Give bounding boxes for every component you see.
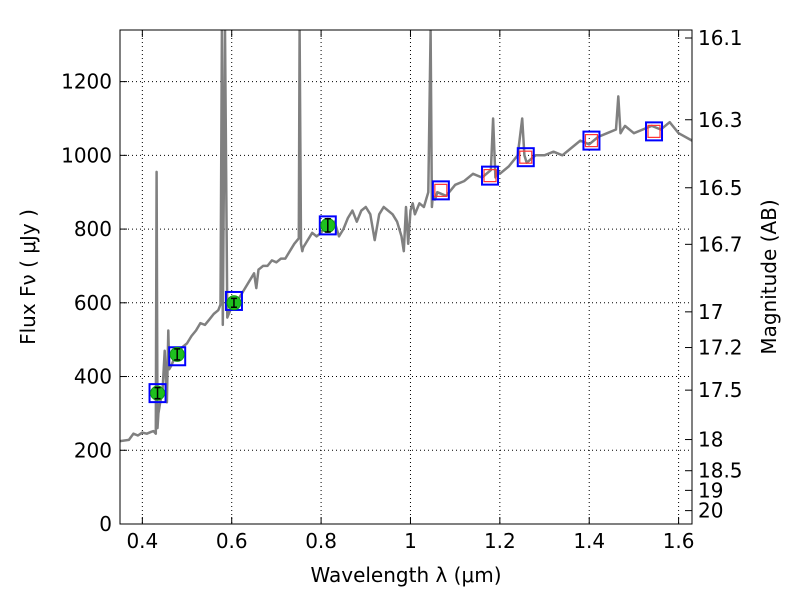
model-box-inner <box>647 124 661 138</box>
y-tick-label: 1000 <box>61 143 112 167</box>
model-box <box>431 180 450 201</box>
x-axis-label: Wavelength λ (μm) <box>310 563 501 587</box>
y-tick-label: 200 <box>74 438 112 462</box>
model-box-inner <box>483 169 497 183</box>
y-tick-label: 400 <box>74 365 112 389</box>
y2-tick-label: 20 <box>698 499 723 523</box>
y2-tick-label: 17.2 <box>698 336 743 360</box>
y2-tick-label: 17 <box>698 300 723 324</box>
y2-tick-label: 17.5 <box>698 378 743 402</box>
y-tick-label: 600 <box>74 291 112 315</box>
x-tick-label: 0.8 <box>305 529 337 553</box>
model-box-inner <box>519 150 533 164</box>
y2-tick-label: 16.5 <box>698 176 743 200</box>
model-box <box>582 130 601 151</box>
plot-area <box>120 30 692 443</box>
plot-frame <box>119 29 693 525</box>
x-tick-label: 0.6 <box>216 529 248 553</box>
x-tick-label: 1 <box>404 529 417 553</box>
y-tick-label: 800 <box>74 217 112 241</box>
y2-axis-label: Magnitude (AB) <box>757 199 781 354</box>
model-box <box>318 215 337 236</box>
y2-tick-label: 19 <box>698 478 723 502</box>
model-box-inner <box>434 183 448 197</box>
y-tick-label: 1200 <box>61 70 112 94</box>
grid-layer <box>120 30 692 525</box>
model-box <box>516 147 535 168</box>
y2-tick-label: 16.1 <box>698 26 743 50</box>
model-box <box>148 383 167 404</box>
x-tick-label: 1.4 <box>573 529 605 553</box>
model-box-inner <box>584 133 599 148</box>
y2-tick-label: 18.5 <box>698 459 743 483</box>
model-box <box>645 121 664 142</box>
y2-tick-label: 16.7 <box>698 232 743 256</box>
spectrum-line <box>120 30 692 443</box>
y2-tick-label: 16.3 <box>698 108 743 132</box>
y2-tick-label: 18 <box>698 428 723 452</box>
y-tick-label: 0 <box>99 512 112 536</box>
x-tick-label: 1.6 <box>663 529 695 553</box>
tick-layer: 0.4 0.6 0.8 1 1.2 1.4 1.6 0 200 400 600 800 1000 1200… <box>61 26 742 553</box>
model-box <box>481 165 500 186</box>
y-axis-label: Flux Fν ( μJy ) <box>16 209 40 345</box>
x-tick-label: 1.2 <box>484 529 516 553</box>
x-tick-label: 0.4 <box>126 529 158 553</box>
